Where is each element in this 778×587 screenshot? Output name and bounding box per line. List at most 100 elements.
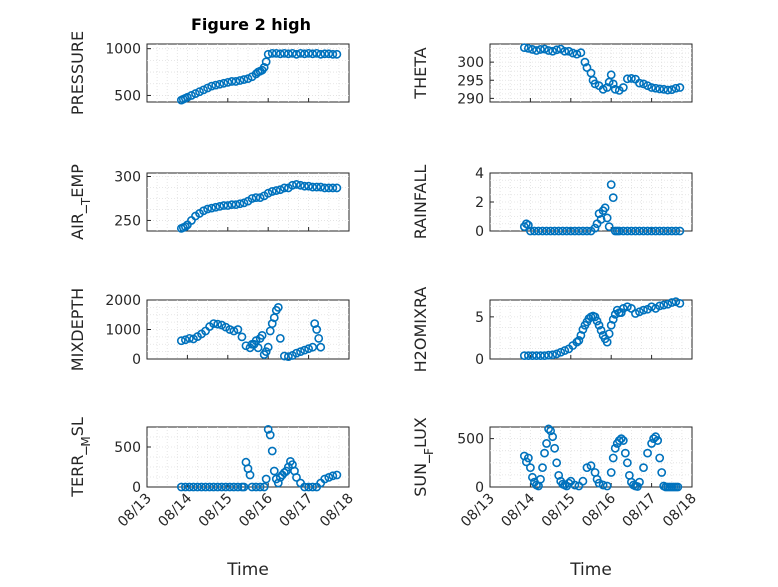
data-point: [247, 482, 257, 492]
data-point: [193, 482, 202, 492]
data-point: [568, 48, 578, 58]
data-point: [255, 193, 265, 203]
data-point: [667, 226, 677, 236]
data-point: [219, 201, 229, 210]
data-point: [538, 226, 547, 236]
data-point: [582, 226, 592, 236]
data-point: [616, 308, 626, 318]
data-point: [572, 49, 582, 59]
data-point: [526, 463, 535, 473]
data-point: [292, 472, 301, 482]
data-point: [300, 345, 309, 355]
data-point: [639, 305, 648, 315]
data-point: [659, 84, 669, 94]
chart-panel-sunflux: 0 500 08/13 08/14 08/15 08/16 08/17 08/18 SUN_FL…: [411, 417, 700, 580]
data-point: [227, 200, 237, 210]
data-point: [300, 181, 309, 191]
data-point: [201, 482, 210, 492]
y-tick-label: 0: [132, 352, 141, 368]
data-point: [657, 468, 667, 477]
x-tick-label: 08/14: [498, 490, 538, 530]
data-point: [304, 181, 313, 191]
data-point: [590, 223, 600, 233]
chart-panel-air-temp: 250 300 AIR_TEMP: [68, 164, 350, 240]
y-tick-label: 300: [457, 55, 484, 71]
data-point: [239, 198, 249, 208]
data-point: [225, 325, 235, 334]
data-point: [548, 432, 558, 442]
data-point: [523, 453, 533, 463]
data-point: [519, 351, 529, 361]
data-point: [283, 49, 293, 59]
data-point: [292, 348, 301, 358]
data-point: [300, 49, 309, 59]
y-axis-label: PRESSURE: [68, 31, 87, 115]
y-axis-label: SUN_FLUX: [411, 417, 436, 497]
data-point: [235, 76, 245, 85]
data-point: [523, 351, 533, 361]
y-axis-label: THETA: [411, 47, 430, 99]
data-point: [671, 297, 681, 307]
data-point: [618, 304, 628, 313]
data-point: [180, 335, 190, 345]
data-point: [207, 81, 217, 91]
data-point: [288, 48, 297, 58]
data-point: [312, 325, 322, 334]
data-point: [320, 474, 330, 484]
data-point: [618, 83, 628, 92]
data-point: [614, 436, 624, 445]
data-point: [548, 350, 558, 360]
data-point: [180, 482, 190, 492]
data-point: [671, 226, 681, 236]
y-tick-label: 0: [132, 480, 141, 496]
data-point: [659, 300, 669, 310]
data-point: [219, 78, 229, 88]
data-point: [189, 482, 198, 492]
data-point: [213, 319, 223, 329]
x-tick-label: 08/18: [660, 491, 700, 531]
data-point: [622, 458, 632, 468]
chart-panel-pressure: 500 1000 PRESSURE: [68, 31, 350, 115]
data-point: [267, 187, 277, 196]
y-tick-label: 290: [457, 91, 484, 107]
data-point: [574, 336, 584, 345]
x-tick-label: 08/16: [236, 490, 276, 530]
chart-panel-theta: 290 295 300 THETA: [411, 43, 693, 107]
data-point: [540, 351, 549, 361]
data-point: [324, 183, 334, 193]
data-point: [261, 347, 271, 357]
data-point: [574, 226, 584, 236]
data-point: [279, 48, 289, 58]
data-point: [304, 48, 313, 58]
y-tick-label: 250: [114, 213, 141, 229]
data-point: [255, 482, 265, 492]
data-point: [600, 203, 610, 213]
data-point: [324, 472, 334, 482]
data-point: [257, 330, 267, 340]
data-point: [332, 470, 342, 480]
data-point: [213, 482, 223, 492]
x-tick-label: 08/13: [458, 491, 498, 531]
data-point: [235, 199, 245, 209]
data-point: [296, 347, 305, 357]
data-point: [550, 443, 560, 453]
data-point: [536, 351, 545, 361]
data-point: [538, 463, 547, 473]
data-point: [296, 48, 305, 58]
data-point: [259, 482, 269, 492]
y-axis-label: RAINFALL: [411, 165, 430, 240]
data-point: [263, 188, 273, 198]
y-tick-label: 0: [475, 352, 484, 368]
data-point: [211, 80, 221, 90]
data-point: [231, 200, 241, 210]
data-point: [328, 49, 338, 59]
data-point: [528, 45, 537, 54]
data-point: [590, 79, 600, 89]
data-point: [263, 342, 273, 352]
data-point: [312, 48, 322, 58]
data-point: [667, 85, 677, 95]
data-point: [292, 180, 301, 189]
data-point: [542, 226, 551, 236]
y-tick-label: 0: [475, 480, 484, 496]
